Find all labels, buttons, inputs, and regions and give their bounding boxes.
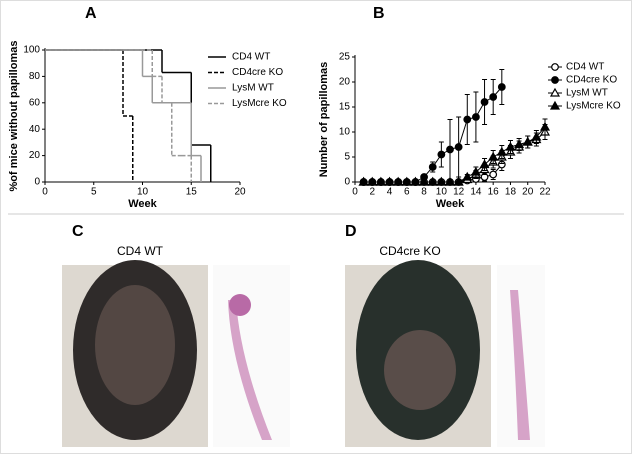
- marker: [444, 176, 456, 186]
- y-tick-label: 15: [339, 102, 351, 113]
- marker: [514, 139, 525, 149]
- x-tick-label: 8: [421, 187, 427, 198]
- marker: [497, 83, 506, 91]
- marker: [367, 176, 378, 186]
- marker: [488, 151, 499, 161]
- marker: [384, 176, 395, 186]
- legend-label: LysM WT: [566, 88, 608, 99]
- marker: [446, 145, 454, 154]
- histology-photo: [229, 294, 251, 316]
- x-axis-label: Week: [128, 198, 157, 210]
- x-tick-label: 5: [91, 187, 97, 198]
- marker: [505, 141, 516, 151]
- marker: [410, 176, 421, 186]
- x-tick-label: 10: [436, 187, 448, 198]
- marker: [462, 171, 473, 181]
- marker: [436, 176, 447, 186]
- marker: [437, 150, 446, 159]
- x-tick-label: 22: [539, 187, 551, 198]
- mouse-photo: [95, 285, 175, 405]
- x-tick-label: 2: [369, 187, 375, 198]
- marker: [531, 131, 542, 141]
- x-tick-label: 20: [522, 187, 534, 198]
- legend-marker: [551, 63, 559, 71]
- marker: [375, 176, 386, 186]
- y-tick-label: 0: [344, 177, 350, 188]
- y-tick-label: 20: [29, 150, 41, 161]
- y-axis-label: %of mice without papillomas: [8, 41, 20, 192]
- marker: [427, 176, 438, 186]
- legend-label: LysMcre KO: [232, 98, 287, 109]
- x-tick-label: 0: [42, 187, 48, 198]
- marker: [463, 115, 472, 124]
- x-axis-label: Week: [436, 198, 465, 210]
- y-tick-label: 0: [34, 177, 40, 188]
- y-tick-label: 40: [29, 124, 41, 135]
- panel-label: A: [85, 5, 97, 22]
- legend-label: CD4cre KO: [232, 67, 283, 78]
- y-tick-label: 80: [29, 71, 41, 82]
- panel-label: D: [345, 223, 357, 240]
- marker: [539, 121, 551, 131]
- legend-label: LysMcre KO: [566, 101, 621, 112]
- x-tick-label: 16: [488, 187, 500, 198]
- legend-label: LysM WT: [232, 83, 274, 94]
- histology-photo: [228, 300, 272, 440]
- x-tick-label: 14: [470, 187, 482, 198]
- histology-photo: [510, 290, 530, 440]
- histology-photo: [213, 265, 290, 447]
- legend-marker: [549, 100, 561, 110]
- x-tick-label: 6: [404, 187, 410, 198]
- legend-label: CD4 WT: [566, 62, 604, 73]
- y-tick-label: 5: [344, 152, 350, 163]
- marker: [522, 136, 533, 146]
- legend-marker: [549, 87, 561, 97]
- mouse-photo: [384, 330, 456, 410]
- panel-label: C: [72, 223, 84, 240]
- marker: [428, 163, 437, 171]
- marker: [489, 170, 498, 179]
- marker: [358, 176, 369, 186]
- caption: CD4cre KO: [379, 244, 440, 258]
- panel-label: B: [373, 5, 385, 22]
- legend-label: CD4 WT: [232, 52, 270, 63]
- y-tick-label: 10: [339, 127, 351, 138]
- y-axis-label: Number of papillomas: [318, 62, 330, 178]
- x-tick-label: 0: [352, 187, 358, 198]
- marker: [496, 146, 507, 156]
- x-tick-label: 10: [137, 187, 149, 198]
- marker: [454, 143, 463, 151]
- marker: [470, 166, 481, 176]
- y-tick-label: 60: [29, 97, 41, 108]
- marker: [479, 159, 490, 169]
- caption: CD4 WT: [117, 244, 164, 258]
- y-tick-label: 20: [339, 77, 351, 88]
- marker: [453, 176, 464, 186]
- marker: [472, 113, 480, 121]
- legend-marker: [551, 76, 559, 84]
- marker: [480, 98, 489, 106]
- marker: [393, 176, 404, 186]
- legend-label: CD4cre KO: [566, 75, 617, 86]
- x-tick-label: 12: [453, 187, 465, 198]
- marker: [489, 93, 498, 101]
- x-tick-label: 20: [234, 187, 246, 198]
- marker: [419, 176, 430, 186]
- x-tick-label: 18: [505, 187, 517, 198]
- y-tick-label: 25: [339, 52, 351, 63]
- series-line: [363, 126, 546, 183]
- y-tick-label: 100: [23, 45, 40, 56]
- x-tick-label: 15: [186, 187, 198, 198]
- marker: [401, 176, 412, 186]
- x-tick-label: 4: [387, 187, 393, 198]
